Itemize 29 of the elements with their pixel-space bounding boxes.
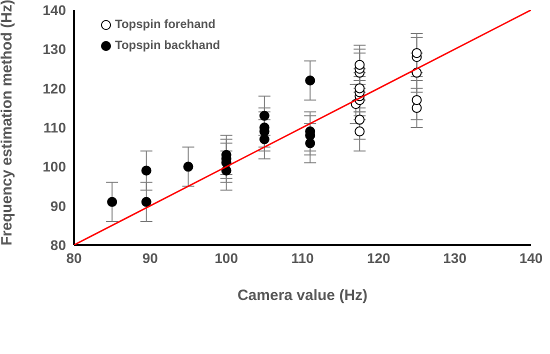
legend-label: Topspin backhand [115,37,220,54]
y-tick-label: 130 [42,41,66,58]
point [141,166,152,176]
point [354,126,365,136]
point [141,196,152,207]
y-tick-label: 110 [43,119,66,136]
point [354,114,365,125]
y-tick-label: 80 [50,236,66,253]
x-axis-title: Camera value (Hz) [237,287,368,304]
x-tick-label: 100 [214,250,238,266]
point [412,48,422,58]
x-tick-label: 120 [366,250,391,266]
y-tick-label: 100 [42,158,66,175]
point [412,95,422,106]
y-axis-title: Frequency estimation method (Hz) [0,0,16,246]
y-tick-label: 90 [50,198,66,214]
point [305,75,316,86]
x-tick-label: 80 [66,250,82,266]
legend-label: Topspin forehand [115,16,216,33]
x-tick-label: 140 [519,250,543,266]
point [183,162,194,172]
x-tick-label: 90 [142,250,158,266]
y-tick-label: 140 [42,2,66,18]
point [107,196,118,207]
x-tick-label: 130 [443,250,467,266]
point [259,110,270,121]
x-tick-label: 110 [291,250,314,266]
point [354,60,365,70]
y-tick-label: 120 [42,80,66,96]
